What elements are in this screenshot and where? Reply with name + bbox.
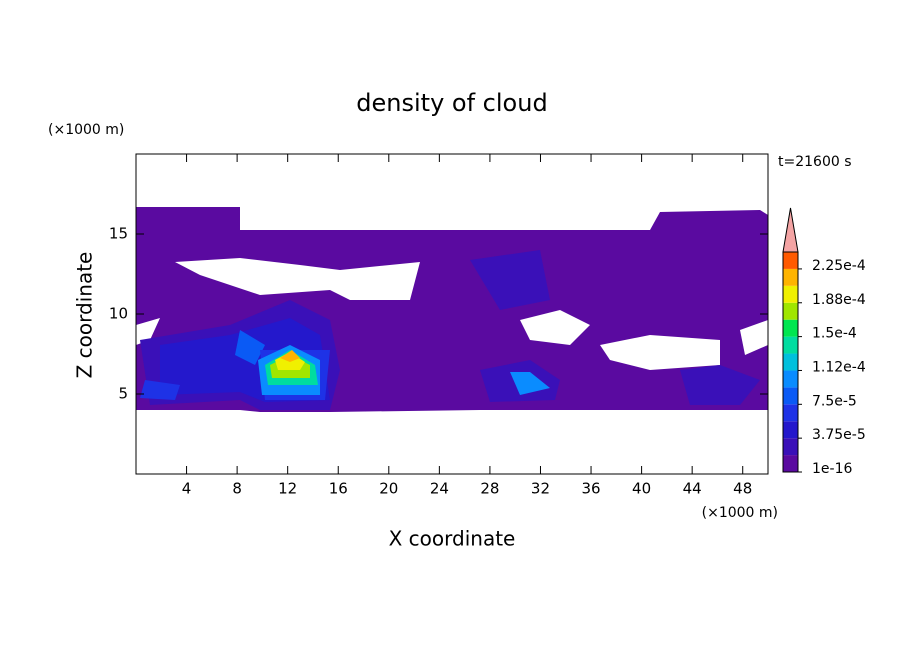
colorbar-frame [782,251,799,473]
colorbar-tick-label: 3.75e-5 [812,427,866,443]
y-axis-label: Z coordinate [73,252,97,379]
clear-region [175,258,420,300]
x-tick-label: 28 [480,480,499,498]
y-unit: (×1000 m) [48,122,124,138]
clear-region [136,318,160,345]
contour-region [280,350,300,362]
x-tick-label: 20 [379,480,398,498]
clear-region [600,335,720,370]
x-tick-label: 36 [581,480,600,498]
contour-field [136,207,768,412]
x-tick-label: 40 [632,480,651,498]
time-label: t=21600 s [778,154,852,170]
colorbar-band [783,353,798,371]
contour-region [510,372,550,395]
colorbar-tick-label: 1.88e-4 [812,292,866,308]
x-tick-label: 24 [430,480,449,498]
colorbar-tick-label: 1e-16 [812,461,852,477]
contour-region [680,365,760,405]
x-tick-label: 8 [232,480,242,498]
y-tick-label: 10 [109,305,128,323]
contour-region [235,330,265,365]
contour-region [470,250,550,310]
colorbar-band [783,421,798,439]
x-tick-label: 44 [683,480,702,498]
colorbar-band [783,268,798,286]
colorbar-band [783,252,798,269]
clear-region [740,320,768,355]
y-tick-label: 5 [118,385,128,403]
colorbar-band [783,404,798,422]
colorbar-band [783,438,798,456]
colorbar-band [783,336,798,354]
colorbar-band [783,302,798,320]
clear-region [520,310,590,345]
colorbar-tick-label: 2.25e-4 [812,258,866,274]
colorbar-band [783,370,798,388]
colorbar-band [783,285,798,303]
colorbar-tick-label: 1.12e-4 [812,359,866,375]
colorbar-band [783,455,798,472]
x-tick-label: 16 [329,480,348,498]
chart-title: density of cloud [356,89,547,117]
y-tick-label: 15 [109,225,128,243]
x-tick-label: 12 [278,480,297,498]
colorbar-band [783,387,798,405]
x-axis-label: X coordinate [389,527,516,551]
x-tick-label: 48 [733,480,752,498]
colorbar-band [783,319,798,337]
contour-region [140,380,180,400]
x-unit: (×1000 m) [702,505,778,521]
colorbar-tick-label: 7.5e-5 [812,393,857,409]
colorbar-tick-label: 1.5e-4 [812,326,857,342]
colorbar-extend [782,207,799,253]
x-tick-label: 4 [182,480,192,498]
x-tick-label: 32 [531,480,550,498]
